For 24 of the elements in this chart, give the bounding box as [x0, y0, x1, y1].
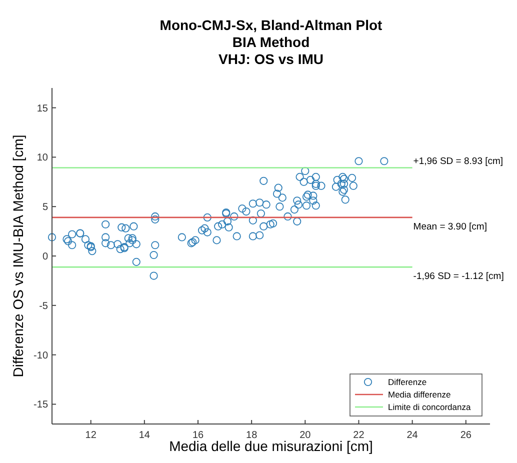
y-axis-title: Differenze OS vs IMU-BIA Method [cm]	[10, 134, 26, 378]
x-tick-label: 12	[85, 430, 97, 441]
x-tick-label: 22	[353, 430, 365, 441]
annotation: +1,96 SD = 8.93 [cm]	[413, 156, 504, 167]
x-tick-label: 16	[192, 430, 204, 441]
annotation: Mean = 3.90 [cm]	[413, 221, 487, 232]
x-tick-label: 18	[246, 430, 258, 441]
y-tick-label: 0	[42, 252, 48, 262]
x-tick-label: 20	[300, 430, 312, 441]
x-tick-label: 24	[406, 430, 418, 441]
chart-title: Mono-CMJ-Sx, Bland-Altman Plot BIA Method VHJ: OS vs IMU	[160, 17, 383, 67]
y-tick-label: -5	[39, 300, 48, 312]
annotation: -1,96 SD = -1.12 [cm]	[413, 271, 504, 282]
legend-label: Differenze	[388, 376, 427, 387]
legend-label: Limite di concordanza	[388, 402, 471, 412]
y-tick-label: 15	[36, 103, 48, 114]
x-tick-label: 26	[460, 430, 472, 441]
x-tick-label: 14	[138, 430, 150, 441]
y-tick-label: 5	[42, 202, 48, 214]
y-tick-label: -10	[34, 350, 48, 362]
x-axis-title: Media delle due misurazioni [cm]	[169, 438, 373, 454]
y-tick-label: 10	[36, 152, 48, 164]
legend-label: Media differenze	[388, 389, 451, 400]
y-tick-label: -15	[34, 400, 48, 411]
